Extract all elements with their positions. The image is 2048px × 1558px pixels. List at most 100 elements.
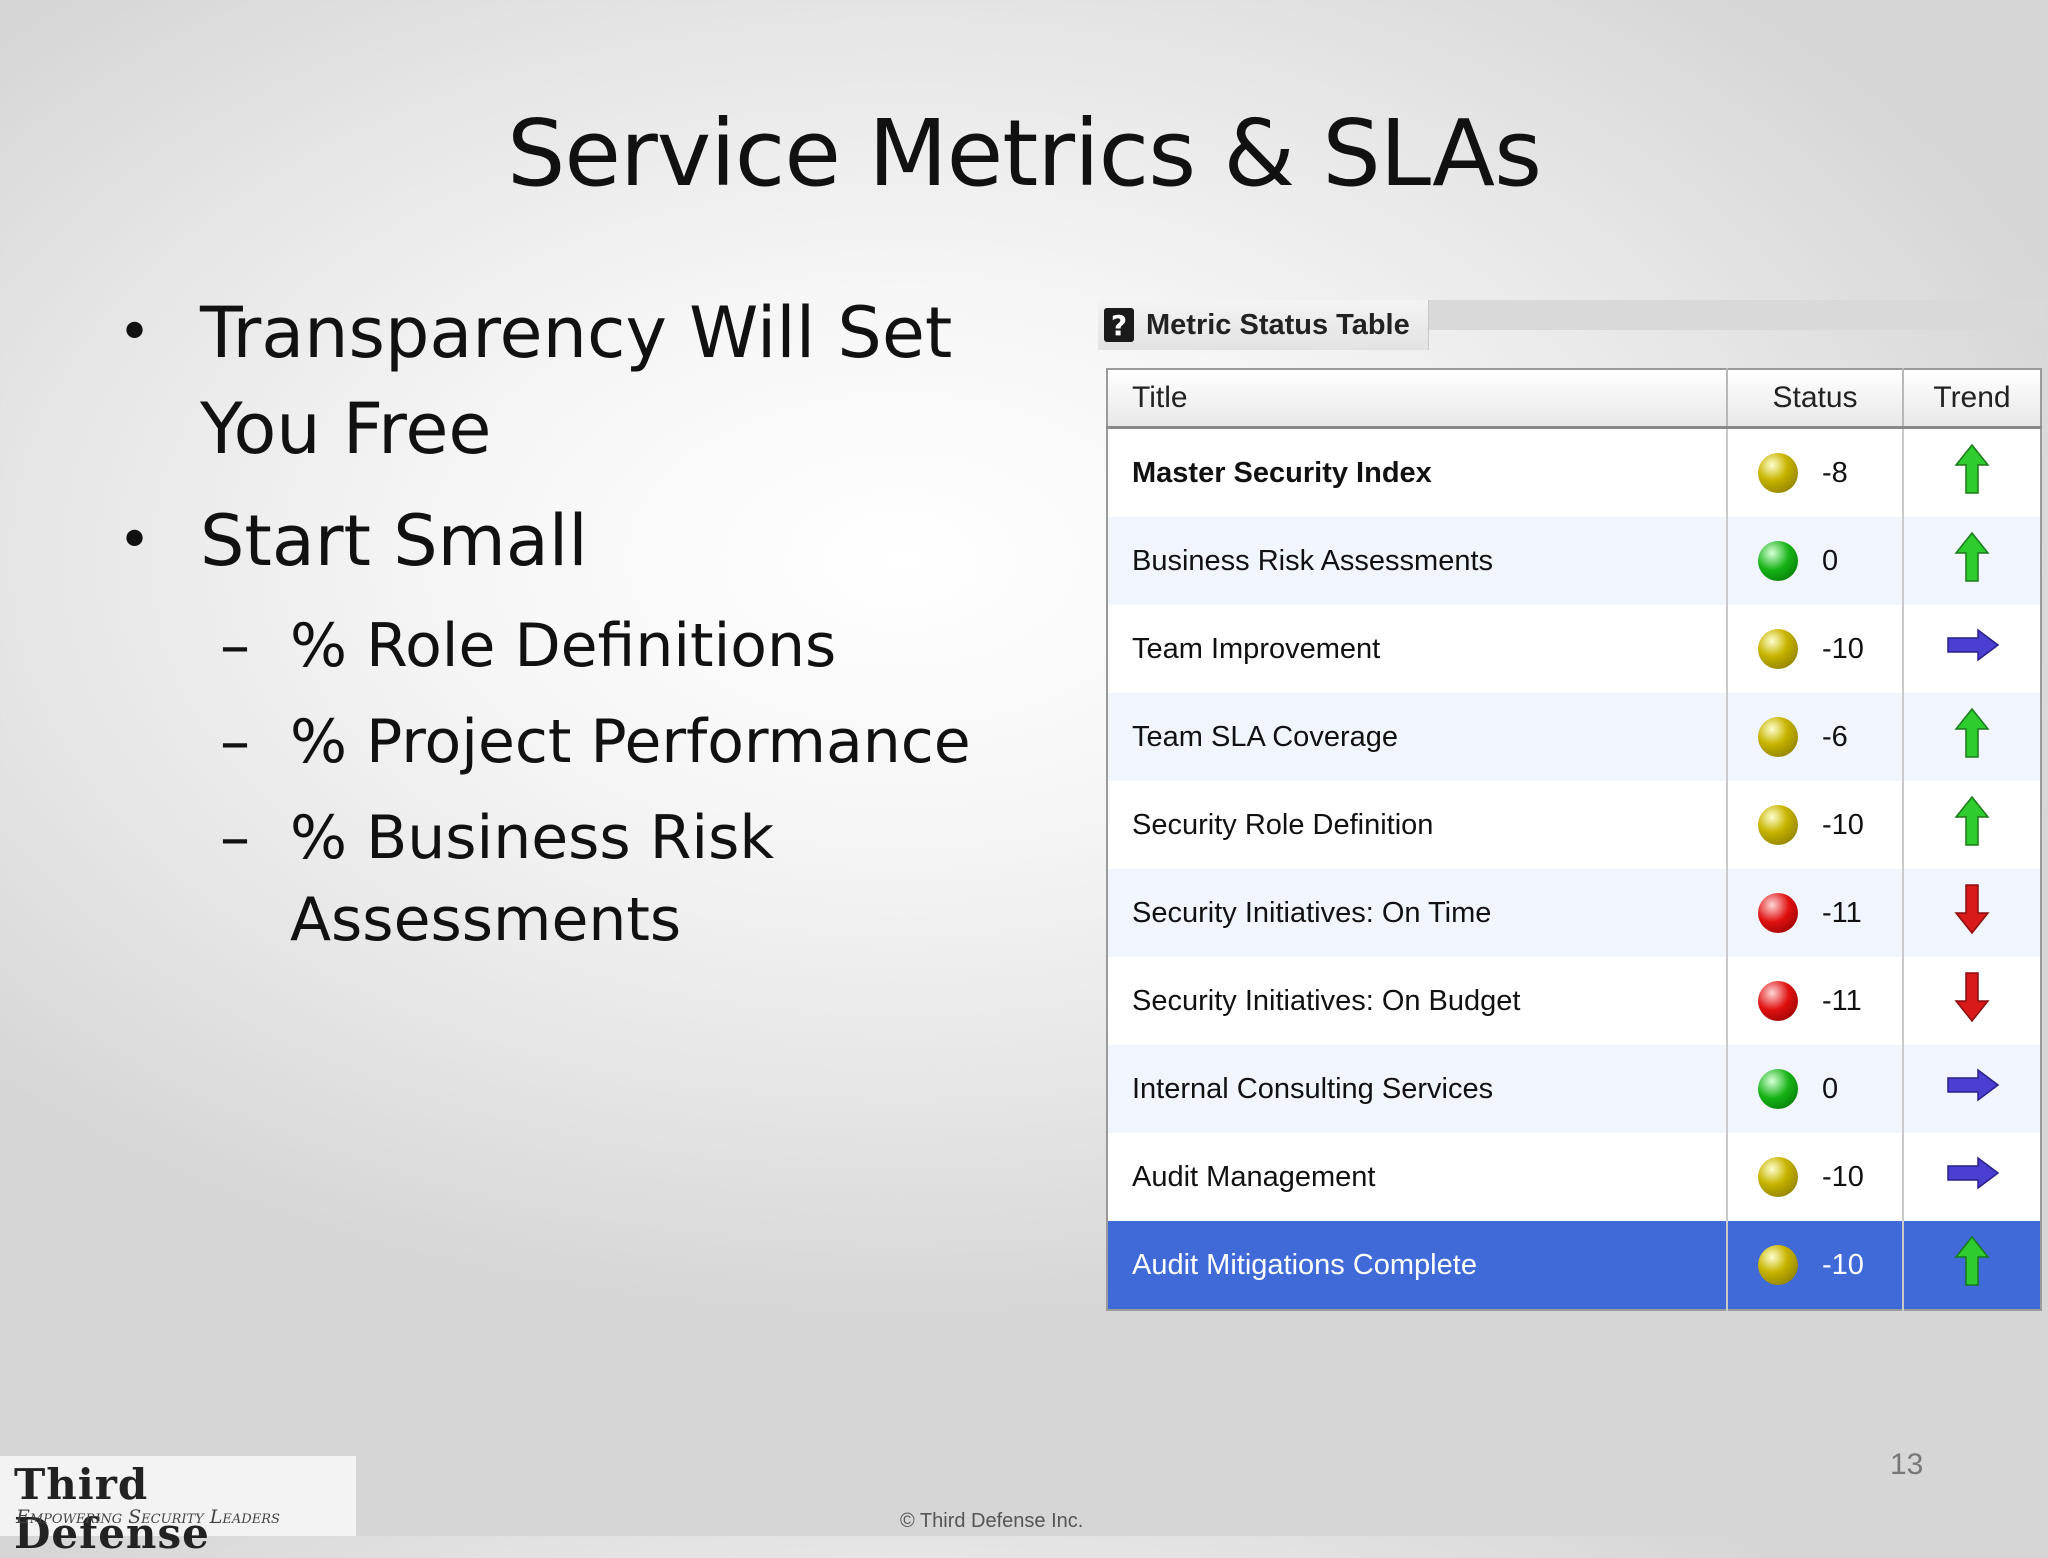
trend-cell [1903,693,2041,781]
metric-title[interactable]: Audit Mitigations Complete [1107,1221,1728,1310]
metric-title[interactable]: Security Initiatives: On Time [1107,869,1728,957]
panel-tab[interactable]: ? Metric Status Table [1098,300,1429,350]
status-green-ball-icon [1758,541,1798,581]
column-header-status[interactable]: Status [1727,369,1904,429]
table-header-row: Title Status Trend [1107,369,2041,429]
question-mark-icon[interactable]: ? [1104,308,1134,342]
panel-title: Metric Status Table [1146,308,1410,341]
table-row[interactable]: Audit Mitigations Complete -10 [1107,1221,2041,1310]
dash-icon: – [220,707,250,777]
status-cell: 0 [1727,1045,1904,1133]
metric-title[interactable]: Security Role Definition [1107,781,1728,869]
sub-bullet-text: % Business Risk Assessments [290,803,775,955]
metric-title[interactable]: Master Security Index [1107,427,1728,517]
status-value: 0 [1822,544,1839,577]
status-red-ball-icon [1758,893,1798,933]
status-value: -10 [1822,808,1864,841]
status-value: -11 [1822,896,1862,929]
trend-cell [1903,1221,2041,1310]
bullet-dot-icon: • [118,300,152,365]
table-row[interactable]: Internal Consulting Services 0 [1107,1045,2041,1133]
metric-title[interactable]: Security Initiatives: On Budget [1107,957,1728,1045]
trend-right-arrow-icon [1944,1068,2000,1111]
status-yellow-ball-icon [1758,1245,1798,1285]
status-value: -6 [1822,720,1848,753]
status-value: -10 [1822,632,1864,665]
trend-up-arrow-icon [1952,1235,1992,1294]
column-header-title[interactable]: Title [1107,369,1728,429]
metric-title[interactable]: Team SLA Coverage [1107,693,1728,781]
sub-bullet-item: –% Project Performance [118,701,1078,783]
trend-right-arrow-icon [1944,628,2000,671]
metric-status-panel: ? Metric Status Table Title Status Trend… [1098,300,2044,1311]
trend-down-arrow-icon [1952,884,1992,942]
table-row[interactable]: Team Improvement -10 [1107,605,2041,693]
status-cell: -6 [1727,693,1904,781]
logo-tagline: Empowering Security Leaders [16,1506,280,1528]
status-yellow-ball-icon [1758,717,1798,757]
status-cell: -11 [1727,869,1904,957]
status-value: -10 [1822,1248,1864,1281]
trend-up-arrow-icon [1952,795,1992,854]
table-row[interactable]: Team SLA Coverage -6 [1107,693,2041,781]
table-row[interactable]: Master Security Index -8 [1107,427,2041,518]
bullet-text: Transparency Will Set You Free [200,292,953,470]
status-value: -10 [1822,1160,1864,1193]
bullet-dot-icon: • [118,508,152,573]
sub-bullet-item: –% Business Risk Assessments [118,797,1078,961]
table-row[interactable]: Business Risk Assessments 0 [1107,517,2041,605]
metric-title[interactable]: Team Improvement [1107,605,1728,693]
status-yellow-ball-icon [1758,629,1798,669]
trend-cell [1903,869,2041,957]
status-cell: -11 [1727,957,1904,1045]
status-cell: -10 [1727,1221,1904,1310]
metric-status-table: Title Status Trend Master Security Index… [1106,368,2042,1311]
dash-icon: – [220,611,250,681]
bullet-item: • Transparency Will Set You Free [118,285,1078,477]
status-cell: -10 [1727,1133,1904,1221]
trend-cell [1903,781,2041,869]
slide-title: Service Metrics & SLAs [506,100,1542,207]
trend-cell [1903,517,2041,605]
bullet-text: Start Small [200,500,588,582]
trend-cell [1903,1045,2041,1133]
status-red-ball-icon [1758,981,1798,1021]
status-value: 0 [1822,1072,1839,1105]
table-row[interactable]: Security Initiatives: On Time -11 [1107,869,2041,957]
sub-bullet-item: –% Role Definitions [118,605,1078,687]
trend-down-arrow-icon [1952,972,1992,1030]
table-row[interactable]: Security Role Definition -10 [1107,781,2041,869]
status-cell: -10 [1727,781,1904,869]
metric-title[interactable]: Audit Management [1107,1133,1728,1221]
dash-icon: – [220,803,250,873]
status-cell: -8 [1727,427,1904,517]
trend-cell [1903,428,2041,518]
status-yellow-ball-icon [1758,805,1798,845]
status-green-ball-icon [1758,1069,1798,1109]
trend-up-arrow-icon [1952,443,1992,502]
trend-cell [1903,957,2041,1045]
table-row[interactable]: Security Initiatives: On Budget -11 [1107,957,2041,1045]
status-yellow-ball-icon [1758,453,1798,493]
status-value: -11 [1822,984,1862,1017]
metric-title[interactable]: Internal Consulting Services [1107,1045,1728,1133]
trend-right-arrow-icon [1944,1156,2000,1199]
trend-cell [1903,1133,2041,1221]
status-value: -8 [1822,456,1848,489]
copyright-text: © Third Defense Inc. [900,1510,1084,1532]
bullet-list: • Transparency Will Set You Free • Start S… [118,285,1078,961]
page-number: 13 [1890,1448,1924,1481]
bullet-item: • Start Small [118,493,1078,589]
sub-bullet-text: % Role Definitions [290,611,837,681]
status-cell: 0 [1727,517,1904,605]
sub-bullet-text: % Project Performance [290,707,971,777]
trend-cell [1903,605,2041,693]
status-cell: -10 [1727,605,1904,693]
trend-up-arrow-icon [1952,531,1992,590]
status-yellow-ball-icon [1758,1157,1798,1197]
table-row[interactable]: Audit Management -10 [1107,1133,2041,1221]
trend-up-arrow-icon [1952,707,1992,766]
metric-title[interactable]: Business Risk Assessments [1107,517,1728,605]
company-logo: Third Defense Empowering Security Leader… [0,1456,356,1558]
column-header-trend[interactable]: Trend [1903,369,2041,429]
